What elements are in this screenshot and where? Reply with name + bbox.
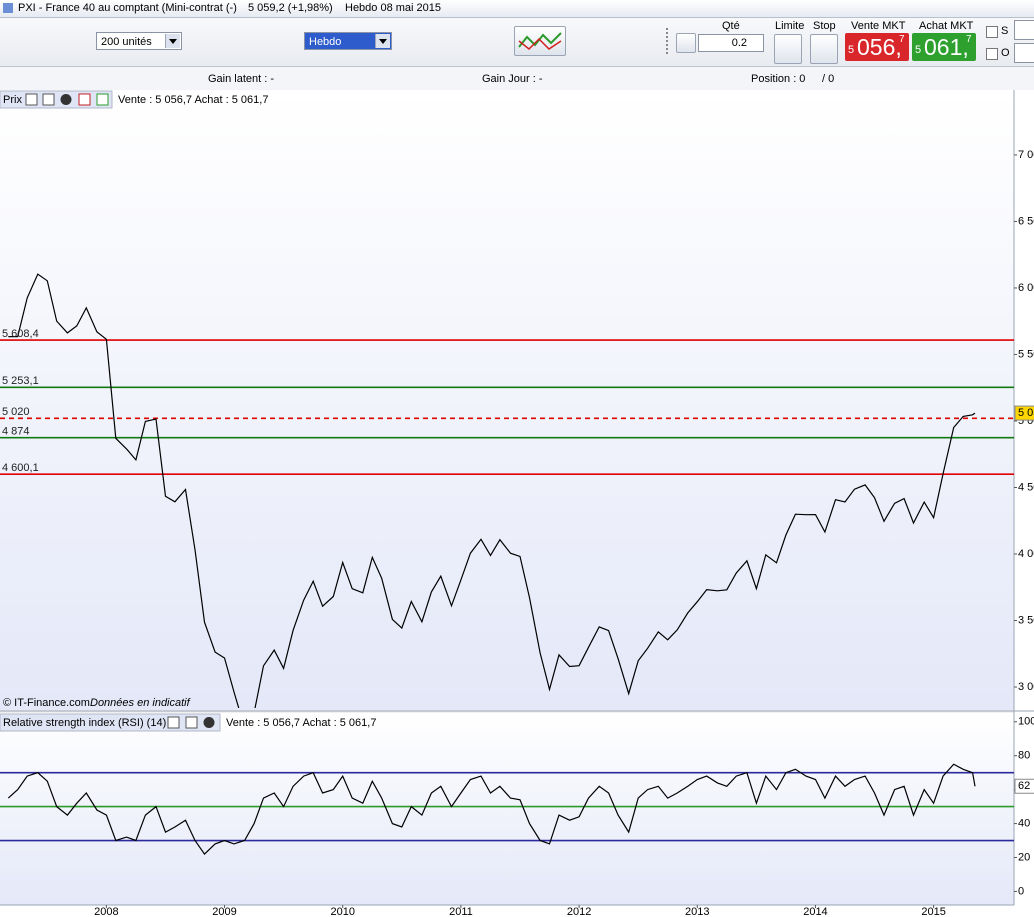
rsi-panel-title: Relative strength index (RSI) (14): [3, 717, 166, 729]
toolbar: 200 unités Hebdo Qté 0.2 Limite Stop Ven…: [0, 18, 1034, 67]
window-icon[interactable]: [42, 93, 55, 106]
x-tick-label: 2008: [94, 906, 118, 917]
limit-label: Limite: [775, 20, 805, 32]
limit-button[interactable]: [774, 34, 802, 64]
rsi-panel-quote: Vente : 5 056,7 Achat : 5 061,7: [226, 717, 376, 729]
checkbox-s[interactable]: [986, 26, 998, 38]
y-tick-label: 6 000: [1018, 282, 1034, 294]
y-tick-label: 0: [1018, 885, 1024, 897]
plot-group: [0, 763, 1014, 856]
x-tick-label: 2009: [212, 906, 236, 917]
price-panel-title: Prix: [3, 94, 22, 106]
y-tick-label: 3 000: [1018, 681, 1034, 693]
chart-type-button[interactable]: [514, 26, 566, 56]
rsi-settings-icon[interactable]: [167, 716, 180, 729]
last-value-label: 5 059,2: [1018, 407, 1034, 419]
gain-jour: Gain Jour : -: [482, 73, 543, 85]
checkbox-o[interactable]: [986, 48, 998, 60]
stop-button[interactable]: [810, 34, 838, 64]
y-tick-label: 3 500: [1018, 614, 1034, 626]
y-tick-label: 20: [1018, 851, 1030, 863]
title-bar: PXI - France 40 au comptant (Mini-contra…: [0, 0, 1034, 18]
y-tick-label: 40: [1018, 817, 1030, 829]
stop-label: Stop: [813, 20, 836, 32]
y-tick-label: 7 000: [1018, 149, 1034, 161]
x-tick-label: 2015: [921, 906, 945, 917]
quantity-select[interactable]: 200 unités: [96, 32, 182, 50]
level-label: 4 874: [2, 426, 30, 438]
last-value-box: [1014, 405, 1034, 421]
close-icon[interactable]: [60, 94, 72, 105]
up-icon[interactable]: [96, 93, 109, 106]
level-label: 5 253,1: [2, 375, 39, 387]
level-label: 5 608,4: [2, 328, 39, 340]
x-tick-label: 2010: [330, 906, 354, 917]
y-tick-label: 5 500: [1018, 348, 1034, 360]
settings-icon[interactable]: [25, 93, 38, 106]
rsi-panel-bg: [0, 713, 1014, 905]
sell-price-tail: 7: [899, 34, 905, 45]
separator: [666, 28, 674, 54]
price-panel-quote: Vente : 5 056,7 Achat : 5 061,7: [118, 94, 268, 106]
footer-copyright: © IT-Finance.com: [3, 697, 90, 709]
x-tick-label: 2013: [685, 906, 709, 917]
app-icon: [3, 3, 13, 13]
y-tick-label: 80: [1018, 750, 1030, 762]
sell-price-main: 056,: [857, 34, 902, 60]
y-tick-label: 4 500: [1018, 481, 1034, 493]
footer-note: Données en indicatif: [90, 697, 191, 709]
buy-button[interactable]: 5 061, 7: [912, 33, 976, 61]
plot-group: [0, 273, 1014, 708]
sell-button[interactable]: 5 056, 7: [845, 33, 909, 61]
input-s[interactable]: [1014, 20, 1034, 40]
series-line: [8, 273, 976, 708]
price-panel-bg: [0, 90, 1014, 710]
chart-type-icon: [518, 32, 562, 51]
last-value-box: [1014, 778, 1034, 794]
sell-price-lead: 5: [848, 44, 855, 56]
x-tick-label: 2011: [449, 906, 473, 917]
quantity-select-value: 200 unités: [101, 36, 152, 48]
buy-price-main: 061,: [924, 34, 969, 60]
level-label: 4 600,1: [2, 462, 39, 474]
settings-button[interactable]: [676, 33, 696, 53]
add-icon[interactable]: [78, 93, 91, 106]
instrument-period: Hebdo 08 mai 2015: [345, 2, 442, 14]
series-line: [7, 763, 976, 856]
x-tick-label: 2014: [803, 906, 827, 917]
rsi-panel-tab: [0, 713, 221, 732]
position-total: / 0: [822, 73, 835, 85]
qty-value: 0.2: [731, 37, 747, 49]
checkbox-s-label: S: [1001, 25, 1009, 37]
chart-area: Prix Vente : 5 056,7 Achat : 5 061,7 © I…: [0, 90, 1034, 917]
y-tick-label: 100: [1018, 716, 1034, 728]
qty-input[interactable]: 0.2: [698, 34, 764, 52]
instrument-quote: 5 059,2 (+1,98%): [248, 2, 333, 14]
gain-latent: Gain latent : -: [208, 73, 275, 85]
rsi-window-icon[interactable]: [185, 716, 198, 729]
buy-price-tail: 7: [966, 34, 972, 45]
level-label: 5 020: [2, 406, 30, 418]
period-select[interactable]: Hebdo: [304, 32, 392, 50]
bottom-axis-bg: [0, 905, 1034, 917]
rsi-close-icon[interactable]: [203, 717, 215, 728]
instrument-name: PXI - France 40 au comptant (Mini-contra…: [18, 2, 237, 14]
right-axis-bg: [1014, 90, 1034, 917]
x-tick-label: 2012: [567, 906, 591, 917]
last-value-label: 62: [1018, 780, 1030, 792]
info-bar: Gain latent : - Gain Jour : - Position :…: [0, 67, 1034, 91]
sell-label: Vente MKT: [851, 20, 906, 32]
position: Position : 0: [751, 73, 806, 85]
y-tick-label: 6 500: [1018, 215, 1034, 227]
input-o[interactable]: [1014, 43, 1034, 63]
checkbox-o-label: O: [1001, 47, 1010, 59]
y-tick-label: 4 000: [1018, 548, 1034, 560]
qty-label: Qté: [722, 20, 740, 32]
buy-price-lead: 5: [915, 44, 922, 56]
buy-label: Achat MKT: [919, 20, 974, 32]
period-select-value: Hebdo: [309, 36, 342, 48]
